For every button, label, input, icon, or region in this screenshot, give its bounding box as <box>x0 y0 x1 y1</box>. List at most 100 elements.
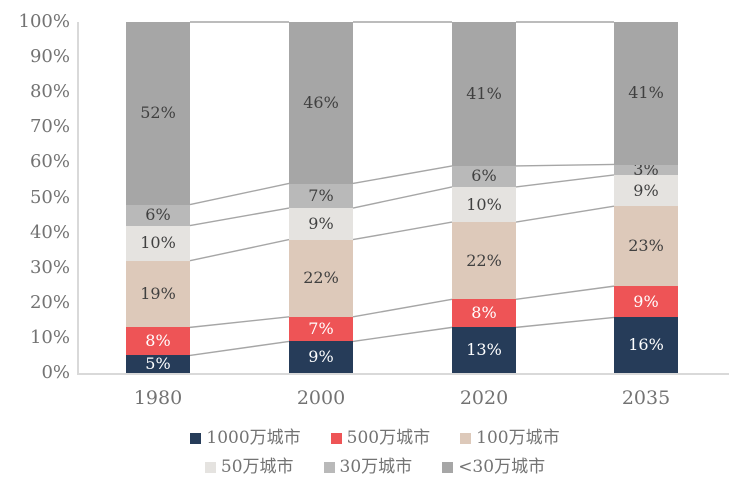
connector-line <box>352 298 453 318</box>
data-label: 7% <box>308 185 334 205</box>
connector-line <box>515 163 615 167</box>
legend-item: 30万城市 <box>323 457 413 477</box>
connector-line <box>515 205 615 223</box>
data-label: 46% <box>303 92 339 112</box>
legend-swatch-icon <box>442 461 454 473</box>
bar-segment: 10% <box>126 225 190 261</box>
y-tick-label: 100% <box>18 11 70 32</box>
bar-segment: 10% <box>452 186 516 223</box>
y-tick-label: 70% <box>29 116 70 138</box>
bar-segment: 9% <box>289 208 353 240</box>
data-label: 6% <box>145 205 171 225</box>
data-label: 9% <box>633 180 659 200</box>
bar-segment: 8% <box>452 299 516 328</box>
x-tick-label: 2000 <box>296 387 346 409</box>
bar-segment: 6% <box>126 204 190 226</box>
connector-line <box>189 207 290 227</box>
data-label: 10% <box>140 233 176 253</box>
data-label: 10% <box>466 194 502 214</box>
data-label: 41% <box>628 83 664 103</box>
bar-segment: 3% <box>614 159 678 179</box>
data-label: 52% <box>140 103 176 123</box>
y-tick-label: 50% <box>29 186 70 208</box>
data-label: 13% <box>466 340 502 360</box>
y-tick-label: 10% <box>29 326 70 348</box>
bar-segment: 19% <box>126 260 190 328</box>
bar-segment: 22% <box>289 239 353 317</box>
legend-item: 500万城市 <box>330 428 431 448</box>
bar-1980: 5% 8% 19% 10% 6% 52% <box>126 22 190 373</box>
bar-segment: 13% <box>452 327 516 373</box>
legend-row: 1000万城市 500万城市 100万城市 <box>190 428 560 448</box>
connector-line <box>515 174 615 188</box>
bar-segment: 9% <box>614 286 678 318</box>
legend-swatch-icon <box>190 432 202 444</box>
data-label: 3% <box>633 159 659 179</box>
y-tick-label: 20% <box>29 291 70 313</box>
data-label: 9% <box>633 291 659 311</box>
bar-segment: 23% <box>614 206 678 287</box>
connector-line <box>189 182 290 206</box>
data-label: 8% <box>471 303 497 323</box>
data-label: 19% <box>140 284 176 304</box>
bar-segment: 9% <box>289 341 353 373</box>
y-tick-label: 90% <box>29 46 70 68</box>
y-tick-label: 0% <box>41 362 70 383</box>
bar-segment: 7% <box>289 183 353 209</box>
legend-swatch-icon <box>204 461 216 473</box>
legend-label: 100万城市 <box>476 428 560 448</box>
bar-segment: 8% <box>126 327 190 356</box>
data-label: 41% <box>466 83 502 103</box>
connector-line <box>352 186 453 209</box>
data-label: 16% <box>628 335 664 355</box>
legend-swatch-icon <box>460 432 472 444</box>
legend-row: 50万城市 30万城市 <30万城市 <box>204 457 545 477</box>
x-tick-label: 2020 <box>459 387 509 409</box>
data-label: 23% <box>628 236 664 256</box>
legend: 1000万城市 500万城市 100万城市 50万城市 30万城市 <30万城市 <box>0 428 750 477</box>
connector-line <box>515 316 615 329</box>
connector-line <box>189 238 290 262</box>
legend-label: 500万城市 <box>346 428 431 448</box>
data-label: 22% <box>466 250 502 270</box>
y-tick-label: 30% <box>29 256 70 278</box>
legend-item: 1000万城市 <box>190 428 301 448</box>
connector-line <box>189 316 290 329</box>
bar-segment: 46% <box>289 22 353 184</box>
data-label: 6% <box>471 166 497 186</box>
bar-2035: 16% 9% 23% 9% 3% 41% <box>614 22 678 373</box>
legend-label: 1000万城市 <box>206 428 301 448</box>
bar-segment: 7% <box>289 316 353 342</box>
data-label: 7% <box>308 319 334 339</box>
legend-swatch-icon <box>330 432 342 444</box>
legend-item: 100万城市 <box>460 428 560 448</box>
legend-label: 30万城市 <box>339 457 413 477</box>
bar-segment: 9% <box>614 174 678 207</box>
legend-label: <30万城市 <box>458 457 546 477</box>
bar-segment: 5% <box>126 355 190 373</box>
data-label: 9% <box>308 347 334 367</box>
x-axis-line <box>77 373 729 375</box>
x-tick-label: 1980 <box>133 387 183 409</box>
bar-segment: 41% <box>452 22 516 166</box>
data-label: 22% <box>303 268 339 288</box>
connector-line <box>515 285 615 300</box>
bar-segment: 41% <box>614 22 678 165</box>
bar-2020: 13% 8% 22% 10% 6% 41% <box>452 22 516 373</box>
y-axis-line <box>77 22 79 374</box>
legend-label: 50万城市 <box>220 457 294 477</box>
y-tick-label: 40% <box>29 221 70 243</box>
bar-segment: 16% <box>614 317 678 373</box>
data-label: 5% <box>145 354 171 374</box>
data-label: 9% <box>308 213 334 233</box>
data-label: 8% <box>145 331 171 351</box>
y-tick-label: 60% <box>29 151 70 173</box>
bar-segment: 52% <box>126 22 190 205</box>
legend-item: <30万城市 <box>442 457 545 477</box>
legend-item: 50万城市 <box>204 457 294 477</box>
bar-segment: 6% <box>452 165 516 187</box>
connector-line <box>352 326 453 343</box>
connector-line <box>352 165 453 185</box>
